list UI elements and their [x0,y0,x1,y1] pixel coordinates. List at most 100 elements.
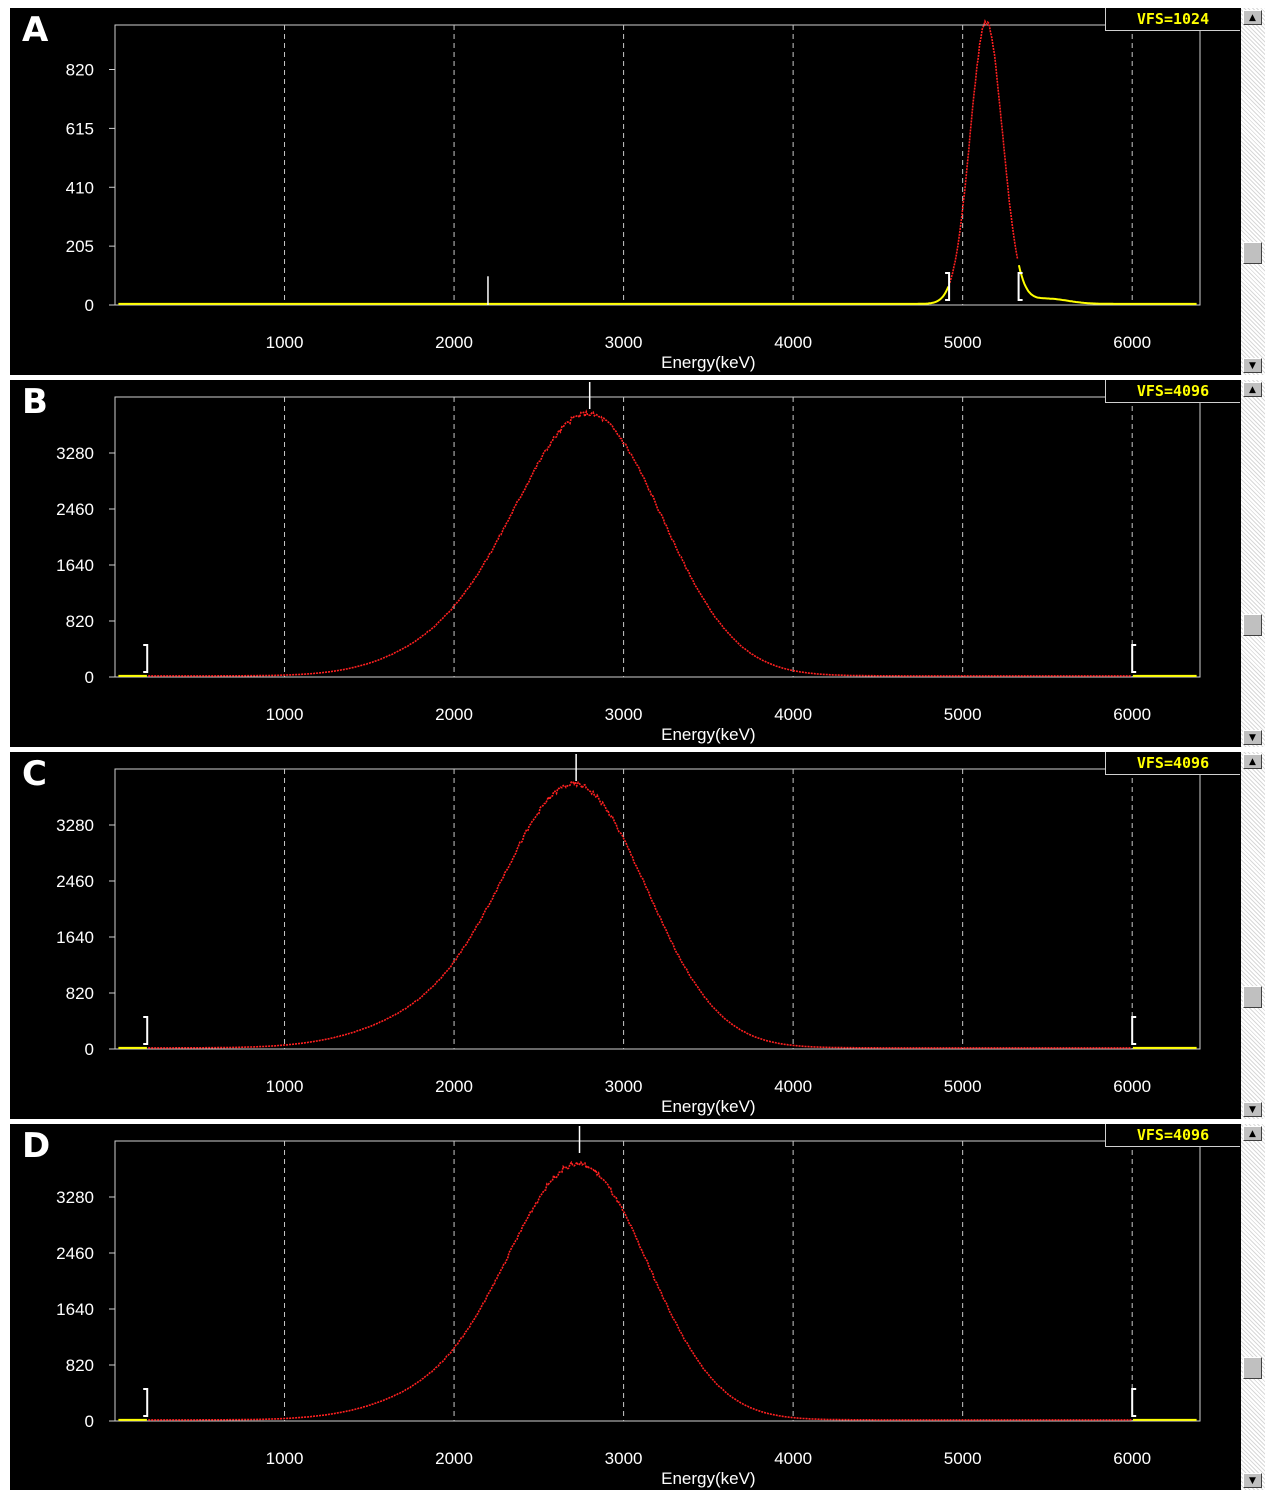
scroll-thumb-c[interactable] [1243,985,1262,1008]
scroll-thumb-b[interactable] [1243,613,1262,636]
y-tick-label: 820 [66,984,94,1003]
x-tick-label: 6000 [1113,1077,1151,1096]
x-tick-label: 2000 [435,1449,473,1468]
spectrum-panel-a: 1000 2000 3000 4000 5000 6000 0 205 410 615 820 Ene… [10,8,1241,375]
y-tick-label: 0 [85,1040,94,1059]
scroll-thumb-a[interactable] [1243,241,1262,264]
plot-frame [114,24,1201,306]
x-tick-label: 6000 [1113,1449,1151,1468]
down-arrow-icon: ▼ [1249,733,1256,743]
scroll-up-button-d[interactable]: ▲ [1243,1126,1262,1141]
x-tick-label: 2000 [435,333,473,352]
up-arrow-icon: ▲ [1249,757,1256,767]
spectrum-plot-d: 1000 2000 3000 4000 5000 6000 0 820 1640 2460 3280… [56,1126,1201,1488]
plot-frame [114,1140,1201,1422]
roi-bracket-marker [143,1016,149,1045]
roi-bracket-marker [1131,1016,1137,1045]
x-tick-label: 4000 [774,333,812,352]
down-arrow-icon: ▼ [1249,1476,1256,1486]
scrollbar-c[interactable]: ▲ ▼ [1241,752,1265,1119]
up-arrow-icon: ▲ [1249,1129,1256,1139]
x-tick-label: 5000 [944,1077,982,1096]
x-tick-label: 6000 [1113,333,1151,352]
spectrum-panel-b: 1000 2000 3000 4000 5000 6000 0 820 1640 2460 3280… [10,380,1241,747]
scrollbar-a[interactable]: ▲ ▼ [1241,8,1265,375]
y-tick-label: 0 [85,668,94,687]
x-tick-label: 1000 [266,705,304,724]
vfs-readout-a: VFS=1024 [1105,8,1240,31]
scroll-up-button-a[interactable]: ▲ [1243,10,1262,25]
y-tick-label: 0 [85,296,94,315]
y-tick-label: 410 [66,178,94,197]
roi-bracket-marker [1131,644,1137,673]
scroll-up-button-c[interactable]: ▲ [1243,754,1262,769]
spectrum-plot-c: 1000 2000 3000 4000 5000 6000 0 820 1640 2460 3280… [56,754,1201,1116]
y-tick-label: 820 [66,61,94,80]
vfs-readout-d: VFS=4096 [1105,1124,1240,1147]
x-tick-label: 4000 [774,1449,812,1468]
roi-bracket-marker [143,1388,149,1417]
panel-label-a: A [22,10,49,50]
spectrum-trace-roi [148,1160,1132,1421]
x-tick-label: 5000 [944,705,982,724]
scrollbar-d[interactable]: ▲ ▼ [1241,1124,1265,1490]
x-tick-label: 6000 [1113,705,1151,724]
x-tick-label: 2000 [435,1077,473,1096]
y-tick-label: 205 [66,237,94,256]
x-tick-label: 3000 [605,1077,643,1096]
roi-bracket-marker [1017,272,1023,301]
y-tick-label: 3280 [56,444,94,463]
panel-label-d: D [22,1126,51,1166]
x-tick-label: 4000 [774,1077,812,1096]
scroll-down-button-c[interactable]: ▼ [1243,1102,1262,1117]
spectrum-trace-outside-roi [118,286,950,305]
scroll-thumb-d[interactable] [1243,1356,1262,1379]
scrollbar-b[interactable]: ▲ ▼ [1241,380,1265,747]
vfs-readout-b: VFS=4096 [1105,380,1240,403]
spectrum-trace-roi [949,19,1019,284]
x-axis-title: Energy(keV) [661,353,755,372]
x-axis-title: Energy(keV) [661,725,755,744]
up-arrow-icon: ▲ [1249,385,1256,395]
y-tick-label: 3280 [56,1188,94,1207]
panel-label-b: B [22,382,48,422]
x-axis-title: Energy(keV) [661,1469,755,1488]
x-tick-label: 3000 [605,705,643,724]
x-tick-label: 1000 [266,1449,304,1468]
y-tick-label: 1640 [56,556,94,575]
spectrum-plot-b: 1000 2000 3000 4000 5000 6000 0 820 1640 2460 3280… [56,382,1201,744]
x-axis-title: Energy(keV) [661,1097,755,1116]
y-tick-label: 820 [66,1356,94,1375]
x-tick-label: 4000 [774,705,812,724]
up-arrow-icon: ▲ [1249,13,1256,23]
x-tick-label: 3000 [605,333,643,352]
scroll-down-button-a[interactable]: ▼ [1243,358,1262,373]
scroll-up-button-b[interactable]: ▲ [1243,382,1262,397]
x-tick-label: 1000 [266,1077,304,1096]
spectrum-trace-outside-roi [1017,264,1197,305]
down-arrow-icon: ▼ [1249,361,1256,371]
plot-frame [114,396,1201,678]
x-tick-label: 1000 [266,333,304,352]
y-tick-label: 0 [85,1412,94,1431]
y-tick-label: 2460 [56,500,94,519]
roi-bracket-marker [945,272,951,301]
x-tick-label: 3000 [605,1449,643,1468]
vfs-readout-c: VFS=4096 [1105,752,1240,775]
y-tick-label: 615 [66,119,94,138]
x-tick-label: 5000 [944,333,982,352]
scroll-down-button-b[interactable]: ▼ [1243,730,1262,745]
y-tick-label: 1640 [56,928,94,947]
panel-label-c: C [22,754,47,794]
scroll-down-button-d[interactable]: ▼ [1243,1473,1262,1488]
y-tick-label: 2460 [56,1244,94,1263]
down-arrow-icon: ▼ [1249,1105,1256,1115]
spectrum-panel-d: 1000 2000 3000 4000 5000 6000 0 820 1640 2460 3280… [10,1124,1241,1490]
roi-bracket-marker [1131,1388,1137,1417]
spectrum-panel-c: 1000 2000 3000 4000 5000 6000 0 820 1640 2460 3280… [10,752,1241,1119]
spectrum-trace-roi [148,409,1132,677]
spectrum-plot-a: 1000 2000 3000 4000 5000 6000 0 205 410 615 820 Ene… [66,19,1201,372]
y-tick-label: 1640 [56,1300,94,1319]
x-tick-label: 5000 [944,1449,982,1468]
y-tick-label: 820 [66,612,94,631]
